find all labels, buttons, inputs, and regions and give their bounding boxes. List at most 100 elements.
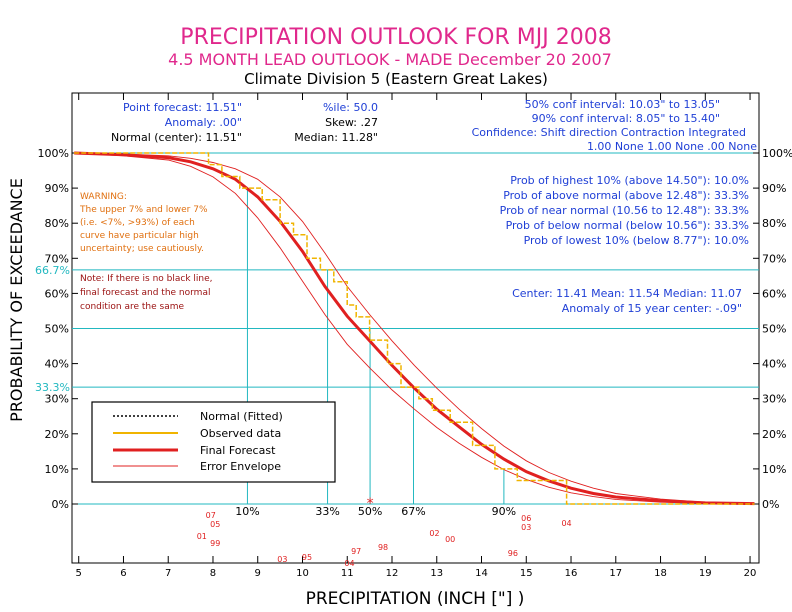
percentile-label: 50% <box>358 505 382 518</box>
legend-box <box>91 401 336 483</box>
year-label: 03 <box>277 555 287 564</box>
stat-left: Anomaly: .00" <box>165 116 242 129</box>
series-final-forecast <box>74 151 755 506</box>
percentile-label: 10% <box>235 505 259 518</box>
year-label: 97 <box>351 547 361 556</box>
y-tick-label-right: 80% <box>762 217 786 230</box>
stat-left: Normal (center): 11.51" <box>111 131 242 144</box>
x-tick-label: 5 <box>76 568 82 579</box>
year-label: 98 <box>378 543 388 552</box>
year-label: 04 <box>561 519 571 528</box>
year-label: 05 <box>210 520 220 529</box>
y-tick-label-right: 0% <box>762 498 779 511</box>
tercile-label: 33.3% <box>35 381 70 394</box>
tercile-label: 66.7% <box>35 264 70 277</box>
year-label: 02 <box>429 529 439 538</box>
point-forecast-marker: * <box>367 496 374 512</box>
chart-subtitle: 4.5 MONTH LEAD OUTLOOK - MADE December 2… <box>168 50 612 69</box>
x-tick-label: 18 <box>654 568 667 579</box>
percentile-label: 67% <box>401 505 425 518</box>
prob-line: Prob of highest 10% (above 14.50"): 10.0… <box>510 174 749 187</box>
y-tick-label-left: 0% <box>52 498 69 511</box>
y-tick-label-left: 90% <box>45 182 69 195</box>
y-tick-label-right: 60% <box>762 287 786 300</box>
division-title: Climate Division 5 (Eastern Great Lakes) <box>244 70 548 88</box>
series-error-envelope-lower <box>74 152 755 505</box>
text-layer: 0% 0% 10% 10% 20% 20% 30% 30% 40% 40% 50% 50% 60% 60%… <box>35 98 792 579</box>
x-tick-label: 17 <box>609 568 622 579</box>
x-tick-label: 15 <box>520 568 533 579</box>
stat-right: 1.00 None 1.00 None .00 None <box>587 140 757 153</box>
grid-layer <box>72 93 759 563</box>
y-tick-label-right: 70% <box>762 252 786 265</box>
x-tick-label: 10 <box>296 568 309 579</box>
warning-line: curve have particular high <box>80 231 199 241</box>
legend: Normal (Fitted) Observed data Final Fore… <box>91 401 336 483</box>
year-label: 06 <box>521 514 531 523</box>
y-tick-label-right: 20% <box>762 428 786 441</box>
x-tick-label: 20 <box>744 568 757 579</box>
legend-label-envelope: Error Envelope <box>200 460 281 473</box>
x-tick-label: 16 <box>565 568 578 579</box>
year-label: 01 <box>197 532 207 541</box>
stat-right: 50% conf interval: 10.03" to 13.05" <box>525 98 720 111</box>
percentile-label: 90% <box>492 505 516 518</box>
x-tick-label: 19 <box>699 568 712 579</box>
x-tick-label: 6 <box>120 568 126 579</box>
y-tick-label-left: 100% <box>38 147 69 160</box>
y-tick-label-right: 90% <box>762 182 786 195</box>
x-tick-label: 11 <box>341 568 354 579</box>
year-label: 03 <box>521 523 531 532</box>
stat-mid: %ile: 50.0 <box>323 101 378 114</box>
y-tick-label-left: 50% <box>45 323 69 336</box>
y-tick-label-right: 50% <box>762 323 786 336</box>
series-observed-data <box>74 152 755 505</box>
y-tick-label-right: 40% <box>762 358 786 371</box>
warning-line: WARNING: <box>80 192 127 202</box>
percentile-label: 33% <box>315 505 339 518</box>
chart-title: PRECIPITATION OUTLOOK FOR MJJ 2008 <box>180 25 611 50</box>
y-tick-label-left: 40% <box>45 358 69 371</box>
series-error-envelope-upper <box>74 152 755 505</box>
warning-line: uncertainty; use cautiously. <box>80 244 204 254</box>
x-tick-label: 7 <box>165 568 171 579</box>
stat-mid: Median: 11.28" <box>294 131 378 144</box>
x-tick-label: 9 <box>255 568 261 579</box>
y-tick-label-left: 10% <box>45 463 69 476</box>
stat-left: Point forecast: 11.51" <box>123 101 242 114</box>
year-label: 95 <box>302 553 312 562</box>
x-tick-label: 14 <box>475 568 488 579</box>
y-tick-label-right: 100% <box>762 147 792 160</box>
note-line: condition are the same <box>80 302 184 312</box>
y-tick-label-left: 20% <box>45 428 69 441</box>
prob-line: Prob of below normal (below 10.56"): 33.… <box>506 219 749 232</box>
curve-layer <box>74 151 755 506</box>
prob-line: Prob of near normal (10.56 to 12.48"): 3… <box>500 204 749 217</box>
legend-label-normal: Normal (Fitted) <box>200 410 283 423</box>
y-tick-label-left: 80% <box>45 217 69 230</box>
year-label: 99 <box>210 539 220 548</box>
year-label: 96 <box>508 549 518 558</box>
stat-mid: Skew: .27 <box>325 116 378 129</box>
legend-label-observed: Observed data <box>200 427 281 440</box>
y-tick-label-left: 60% <box>45 287 69 300</box>
warning-line: (i.e. <7%, >93%) of each <box>80 218 195 228</box>
y-tick-label-left: 70% <box>45 252 69 265</box>
x-tick-label: 12 <box>386 568 399 579</box>
y-tick-label-right: 30% <box>762 393 786 406</box>
year-label: 00 <box>445 535 455 544</box>
y-tick-label-left: 30% <box>45 393 69 406</box>
year-label: 04 <box>344 559 354 568</box>
x-axis-label: PRECIPITATION (INCH ["] ) <box>306 589 525 609</box>
note-line: final forecast and the normal <box>80 288 210 298</box>
stat-right: Confidence: Shift direction Contraction … <box>472 126 746 139</box>
y-tick-label-right: 10% <box>762 463 786 476</box>
center-stat: Anomaly of 15 year center: -.09" <box>562 302 742 315</box>
prob-line: Prob of above normal (above 12.48"): 33.… <box>503 189 749 202</box>
legend-label-forecast: Final Forecast <box>200 444 276 457</box>
x-tick-label: 13 <box>430 568 443 579</box>
stat-right: 90% conf interval: 8.05" to 15.40" <box>532 112 720 125</box>
year-label: 07 <box>206 511 216 520</box>
prob-line: Prob of lowest 10% (below 8.77"): 10.0% <box>524 234 749 247</box>
